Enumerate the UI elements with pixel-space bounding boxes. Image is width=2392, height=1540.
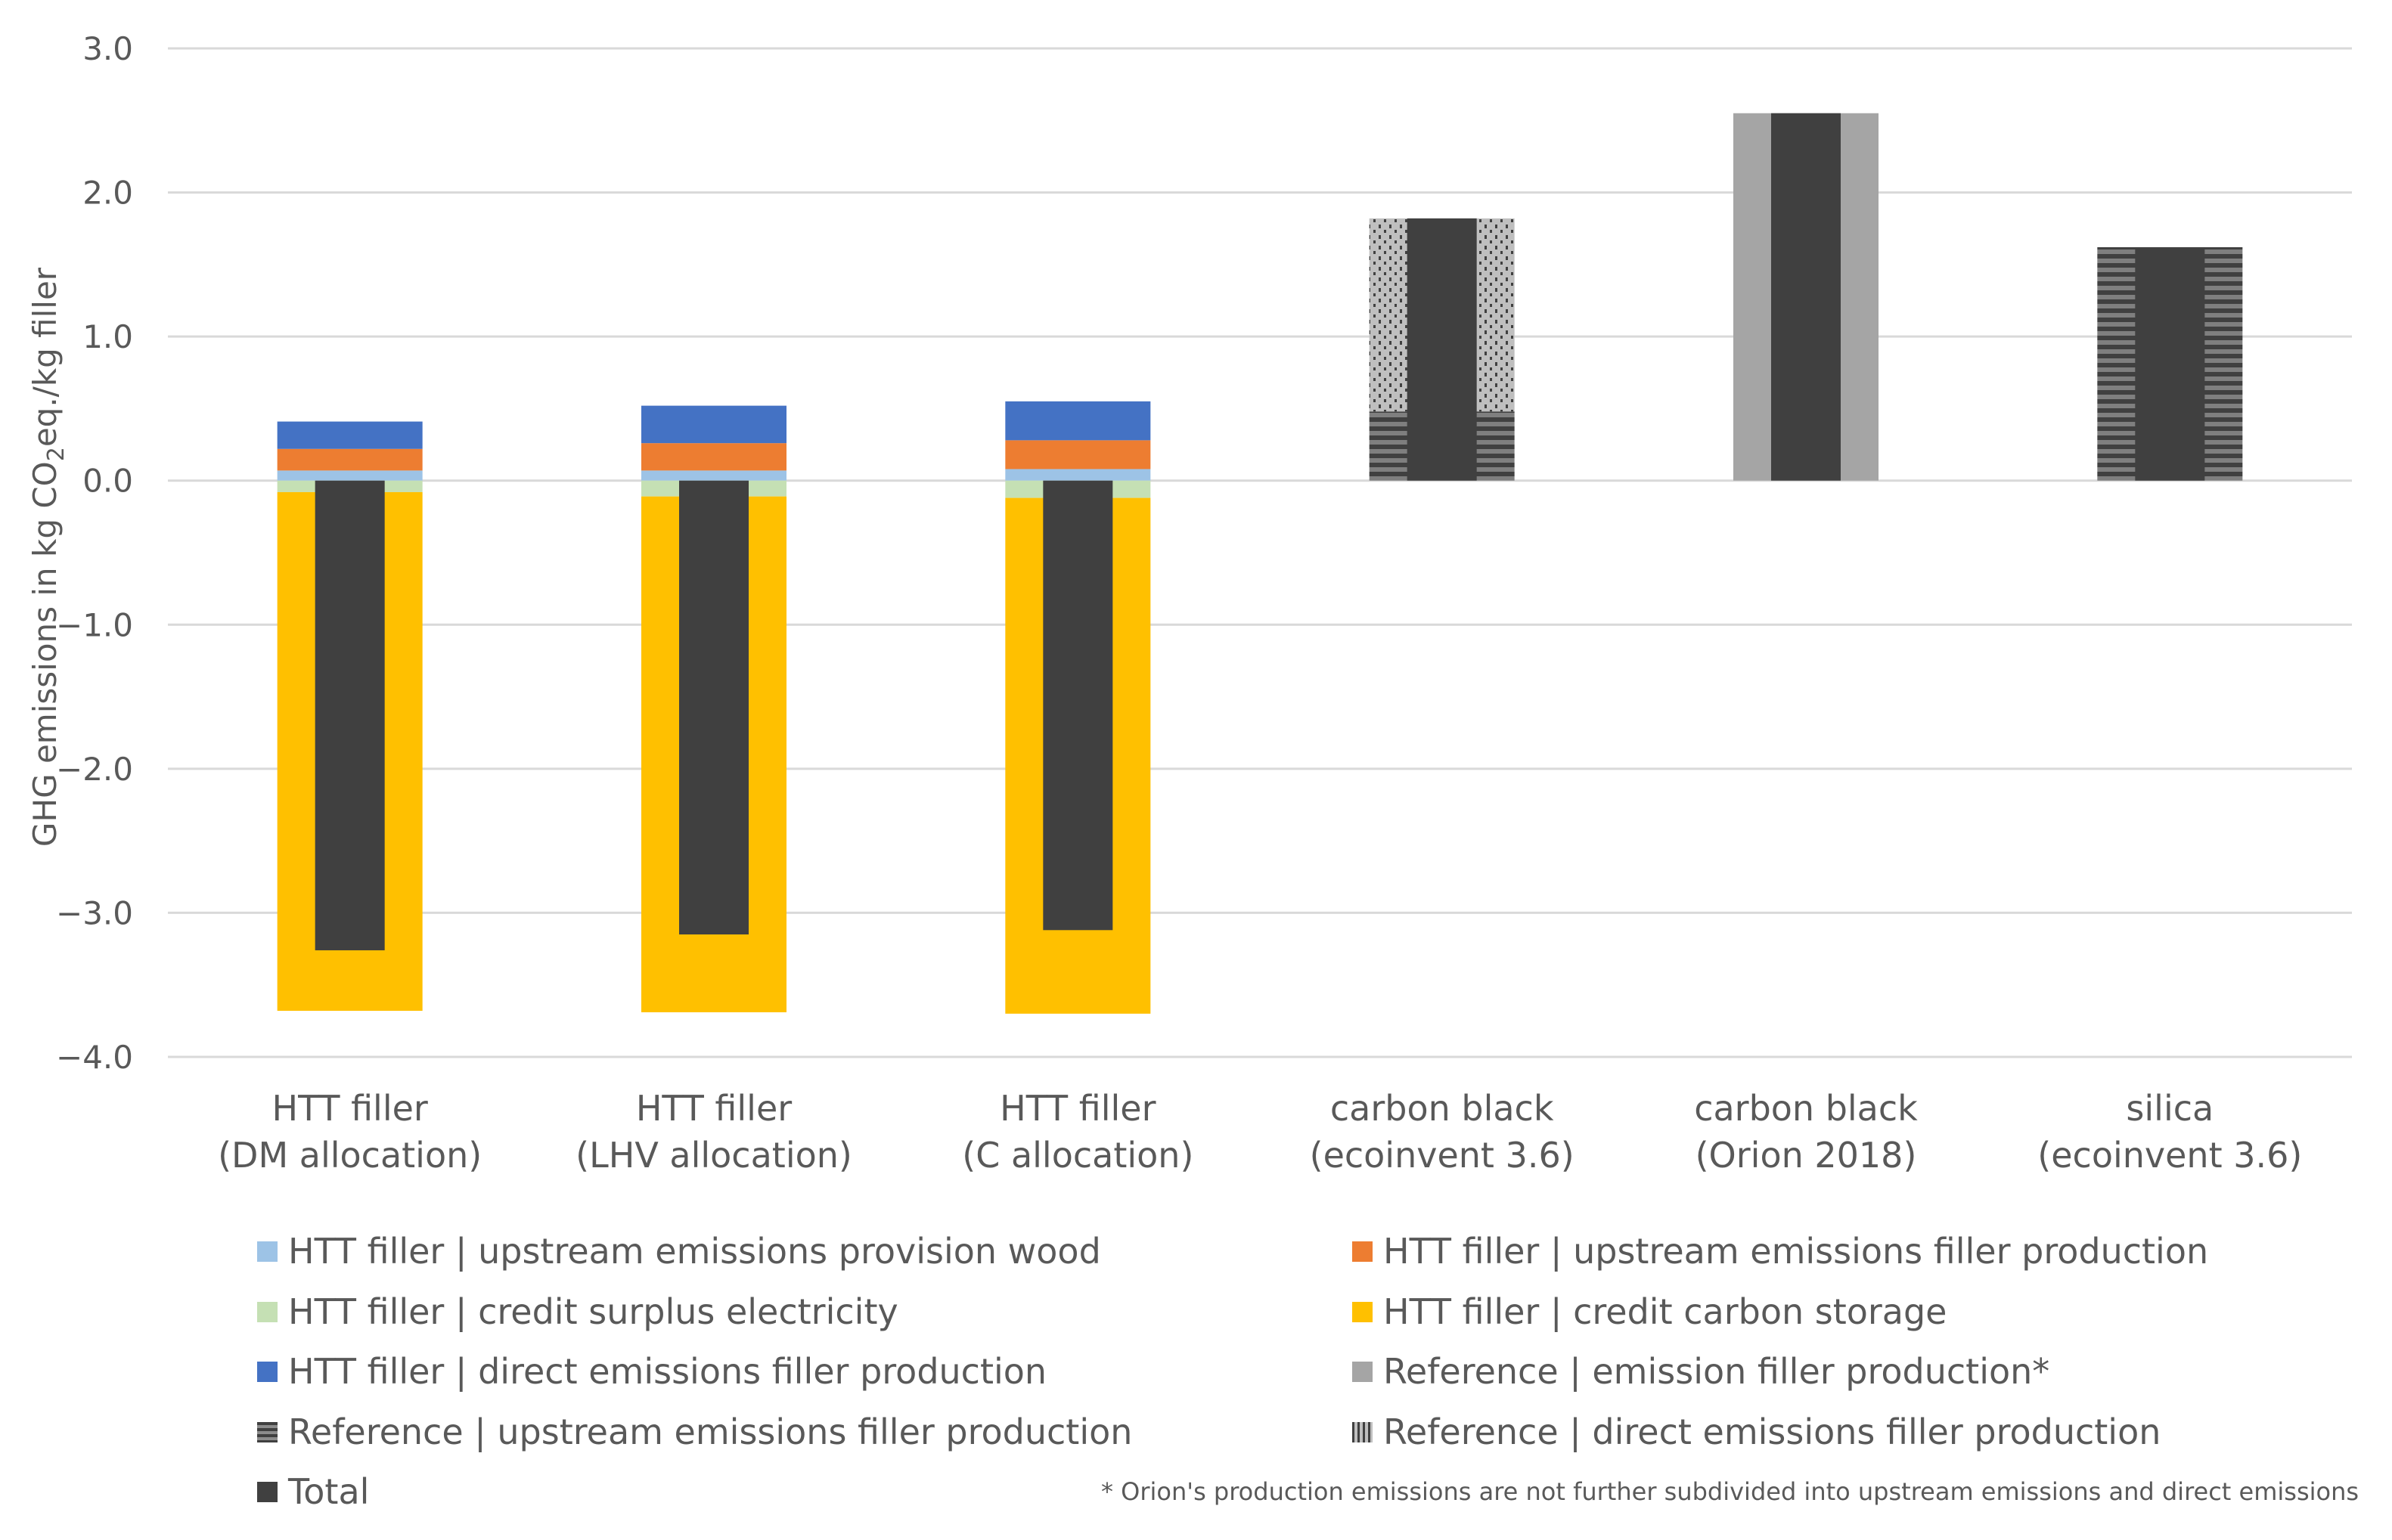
y-tick-label: 2.0 [82,175,133,212]
x-category-label: (ecoinvent 3.6) [2037,1135,2302,1176]
bar-segment [1005,469,1151,481]
bar-segment [641,405,786,444]
bar-segment [1005,401,1151,441]
y-tick-label: 0.0 [82,463,133,500]
total-bar [2135,246,2205,481]
total-bar [679,480,749,935]
x-category-label: (LHV allocation) [576,1135,852,1176]
x-category-label: (ecoinvent 3.6) [1310,1135,1575,1176]
gridlines [168,47,2352,1058]
bar-segment [641,470,786,481]
total-bars [315,113,2205,950]
x-axis-category-labels: HTT filler (DM allocation) HTT filler (LHV … [218,1088,2302,1176]
y-axis-label-sub: 2 [43,447,70,461]
total-bar [315,480,385,950]
y-axis-label-part2: eq./kg filler [26,267,64,447]
bar-segment [641,443,786,471]
x-category-label: (C allocation) [962,1135,1193,1176]
total-bar [1771,113,1841,481]
y-tick-label: 1.0 [82,318,133,355]
y-tick-label: 3.0 [82,30,133,67]
x-category-label: carbon black [1694,1088,1918,1129]
x-category-label: HTT filler [271,1088,427,1129]
bar-segment [277,470,423,481]
bars [277,113,2243,1014]
bar-segment [277,421,423,449]
y-tick-label: −4.0 [56,1039,133,1076]
x-category-label: HTT filler [1000,1088,1156,1129]
y-tick-label: −2.0 [56,751,133,788]
y-axis-label: GHG emissions in kg CO2eq./kg filler [26,267,70,847]
bar-segment [1005,440,1151,469]
y-axis-label-part1: GHG emissions in kg CO [26,461,64,847]
total-bar [1407,218,1477,481]
x-category-label: (DM allocation) [218,1135,482,1176]
y-tick-label: −1.0 [56,606,133,643]
x-category-label: carbon black [1330,1088,1554,1129]
y-tick-label: −3.0 [56,894,133,931]
x-category-label: HTT filler [636,1088,792,1129]
bar-segment [277,448,423,471]
x-category-label: silica [2126,1088,2214,1129]
x-category-label: (Orion 2018) [1695,1135,1917,1176]
y-axis-ticks: −4.0 −3.0 −2.0 −1.0 0.0 1.0 2.0 3.0 [56,30,133,1076]
total-bar [1043,480,1113,931]
footnote: * Orion's production emissions are not f… [1101,1477,2359,1506]
